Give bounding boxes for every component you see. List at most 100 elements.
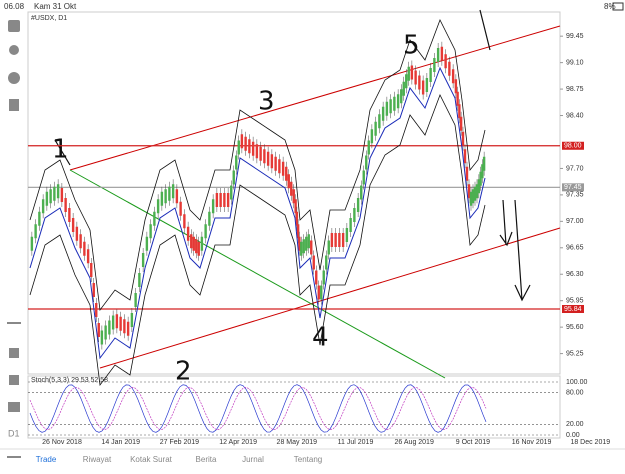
candle-body bbox=[49, 189, 52, 204]
candle-body bbox=[104, 325, 107, 340]
tool-icon[interactable] bbox=[9, 99, 19, 111]
candle-body bbox=[183, 214, 186, 229]
candle-body bbox=[171, 184, 175, 199]
candle-body bbox=[186, 226, 190, 241]
tab[interactable]: Berita bbox=[196, 455, 217, 464]
candle-body bbox=[134, 293, 137, 307]
tab[interactable]: Riwayat bbox=[83, 455, 112, 464]
candle-body bbox=[365, 155, 368, 170]
candle-body bbox=[195, 239, 198, 254]
tool-icon[interactable] bbox=[8, 20, 20, 32]
candle-body bbox=[425, 78, 429, 92]
candle-body bbox=[287, 174, 290, 189]
candle-body bbox=[396, 94, 400, 109]
candle-body bbox=[226, 193, 230, 207]
tab[interactable]: Jurnal bbox=[242, 455, 264, 464]
candle-body bbox=[410, 65, 414, 80]
candle-body bbox=[251, 141, 255, 156]
price-label: 97.00 bbox=[566, 218, 584, 225]
candle-body bbox=[471, 189, 475, 204]
tool-icon[interactable] bbox=[9, 375, 19, 385]
candle-body bbox=[290, 181, 293, 196]
candle-body bbox=[345, 228, 349, 242]
candle-body bbox=[179, 201, 182, 216]
symbol: #USDX, D1 bbox=[31, 15, 67, 22]
level-label: 97.45 bbox=[564, 184, 582, 191]
tool-icon[interactable] bbox=[9, 348, 19, 358]
candle-body bbox=[86, 249, 90, 264]
candle-body bbox=[230, 185, 233, 200]
tab[interactable]: Tentang bbox=[294, 455, 322, 464]
level-label: 95.84 bbox=[564, 306, 582, 313]
candle-body bbox=[312, 255, 315, 270]
candle-body bbox=[481, 164, 484, 179]
candle-body bbox=[244, 136, 247, 151]
tool-icon[interactable] bbox=[9, 45, 19, 55]
candle-body bbox=[190, 234, 193, 249]
candle-body bbox=[164, 189, 167, 204]
candle-body bbox=[429, 68, 432, 82]
candle-body bbox=[60, 188, 64, 202]
level-tag bbox=[562, 141, 584, 150]
candle-body bbox=[294, 199, 297, 214]
candle-body bbox=[200, 236, 204, 251]
candle-body bbox=[168, 186, 171, 201]
pen-stroke bbox=[54, 9, 531, 302]
candle-body bbox=[444, 54, 447, 69]
candle-body bbox=[436, 48, 440, 62]
candle-body bbox=[393, 96, 396, 111]
candle-body bbox=[374, 121, 377, 136]
candle-body bbox=[75, 226, 79, 241]
lower-band bbox=[29, 94, 486, 387]
candle-body bbox=[255, 144, 259, 159]
candle-body bbox=[90, 263, 93, 277]
candle-body bbox=[30, 236, 34, 251]
stoch-title: Stoch(5,3,3) 29.53 52.58 bbox=[31, 377, 108, 384]
candle-body bbox=[315, 270, 318, 285]
tool-icon[interactable] bbox=[8, 72, 20, 84]
candle-body bbox=[208, 211, 211, 226]
candle-body bbox=[115, 314, 119, 329]
candle-body bbox=[100, 330, 104, 345]
candle-body bbox=[53, 186, 56, 201]
candle-body bbox=[71, 218, 75, 232]
candle-body bbox=[235, 155, 238, 170]
price-label: 96.30 bbox=[566, 271, 584, 278]
candle-body bbox=[175, 189, 179, 204]
channel-line bbox=[99, 227, 561, 369]
candle-body bbox=[97, 323, 100, 337]
tool-icon[interactable] bbox=[7, 322, 21, 324]
candle-body bbox=[381, 106, 385, 121]
date-label: 9 Oct 2019 bbox=[456, 439, 490, 446]
annotation: 3 bbox=[258, 87, 275, 117]
candle-body bbox=[433, 58, 436, 72]
tool-label[interactable]: D1 bbox=[8, 428, 20, 438]
date-label: 27 Feb 2019 bbox=[160, 439, 199, 446]
tool-icon[interactable] bbox=[8, 402, 20, 412]
candle-body bbox=[418, 75, 421, 90]
candle-body bbox=[292, 189, 295, 204]
candle-body bbox=[362, 170, 365, 185]
candle-body bbox=[479, 171, 482, 186]
price-label: 99.10 bbox=[566, 59, 584, 66]
candle-body bbox=[389, 99, 392, 114]
tool-icon[interactable] bbox=[7, 456, 21, 458]
candle-body bbox=[305, 236, 308, 251]
candle-body bbox=[156, 199, 160, 214]
price-label: 98.75 bbox=[566, 86, 584, 93]
candle-body bbox=[295, 211, 299, 226]
candle-body bbox=[327, 240, 330, 255]
candle-body bbox=[34, 224, 37, 239]
candle-body bbox=[126, 321, 130, 336]
candle-body bbox=[281, 161, 285, 176]
tab[interactable]: Kotak Surat bbox=[130, 455, 173, 464]
candle-body bbox=[341, 233, 345, 247]
price-label: 96.65 bbox=[566, 245, 584, 252]
candle-body bbox=[456, 91, 459, 106]
candle-body bbox=[473, 186, 477, 201]
candle-body bbox=[467, 184, 471, 199]
tab[interactable]: Trade bbox=[36, 455, 57, 464]
candle-body bbox=[454, 79, 458, 94]
price-label: 98.40 bbox=[566, 112, 584, 119]
